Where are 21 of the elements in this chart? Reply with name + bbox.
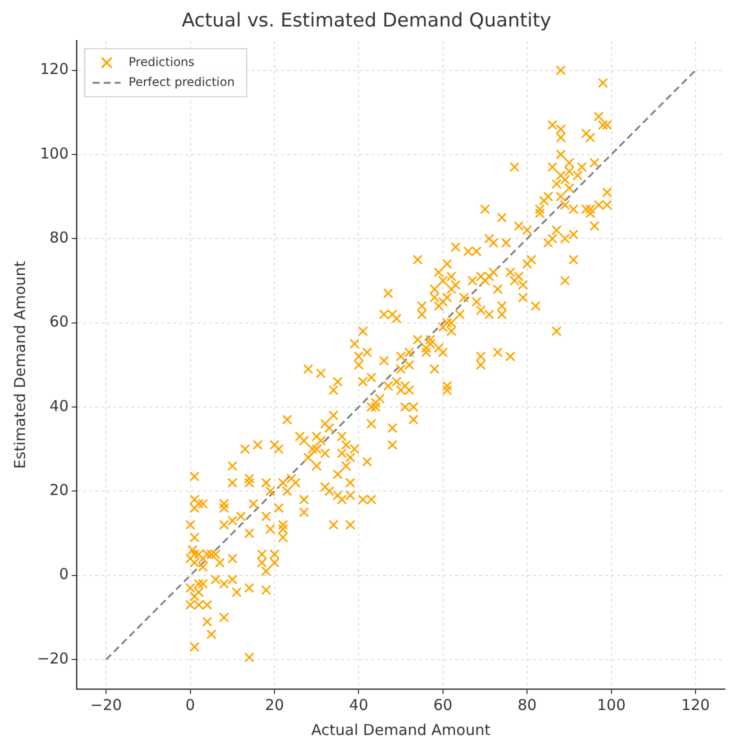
- y-tick-label: 100: [40, 144, 69, 162]
- y-tick-label: 120: [40, 60, 69, 78]
- y-tick-label: 0: [59, 565, 69, 584]
- chart-title: Actual vs. Estimated Demand Quantity: [182, 9, 552, 32]
- x-tick-label: −20: [90, 696, 122, 714]
- x-tick-label: 20: [264, 696, 284, 714]
- x-tick-label: 80: [518, 696, 537, 714]
- y-tick-label: −20: [37, 649, 69, 668]
- x-tick-label: 0: [186, 696, 196, 714]
- y-tick-label: 80: [50, 228, 69, 247]
- y-tick-label: 20: [50, 481, 69, 500]
- x-tick-label: 40: [349, 696, 368, 714]
- x-tick-label: 100: [597, 696, 626, 714]
- x-axis-title: Actual Demand Amount: [311, 720, 490, 739]
- x-tick-label: 60: [433, 696, 452, 714]
- legend-label: Perfect prediction: [128, 74, 235, 89]
- y-axis-title: Estimated Demand Amount: [10, 260, 29, 469]
- legend-label: Predictions: [128, 54, 195, 69]
- x-tick-label: 120: [681, 696, 710, 714]
- y-tick-label: 40: [50, 396, 69, 415]
- y-tick-label: 60: [50, 312, 69, 331]
